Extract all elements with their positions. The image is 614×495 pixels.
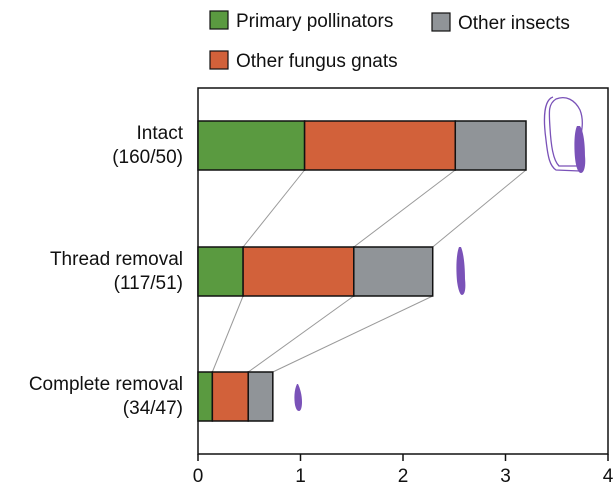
legend: Primary pollinators Other insects Other … (209, 10, 570, 72)
legend-item-other-insects: Other insects (431, 12, 570, 34)
x-tick-label-2: 2 (398, 466, 409, 487)
connector-line-intact-to-thread-removal-3 (432, 169, 527, 248)
legend-item-other-fungus-gnats: Other fungus gnats (209, 50, 398, 72)
bars (197, 120, 527, 422)
bar-intact-primary-pollinators (197, 120, 306, 171)
legend-swatch-other-insects (431, 12, 451, 32)
legend-swatch-primary-pollinators (209, 10, 229, 30)
connector-line-thread-removal-to-complete-removal-2 (247, 295, 355, 373)
legend-item-primary-pollinators: Primary pollinators (209, 10, 393, 32)
x-tick-label-3: 3 (500, 466, 511, 487)
category-label-complete-removal: Complete removal (29, 374, 183, 395)
bar-complete-removal-other-fungus-gnats (211, 371, 249, 422)
bar-intact-other-insects (454, 120, 527, 171)
bar-thread-removal-primary-pollinators (197, 246, 244, 297)
bar-thread-removal-other-fungus-gnats (242, 246, 355, 297)
connector-line-intact-to-thread-removal-1 (242, 169, 305, 248)
x-tick-label-0: 0 (193, 466, 204, 487)
flower-thread-removed-icon (294, 384, 302, 411)
bar-intact-other-fungus-gnats (303, 120, 457, 171)
legend-label-primary-pollinators: Primary pollinators (236, 11, 393, 32)
legend-swatch-other-fungus-gnats (209, 50, 229, 70)
category-counts-complete-removal: (34/47) (123, 398, 183, 419)
connector-line-thread-removal-to-complete-removal-3 (272, 295, 433, 373)
flower-thread-intact-icon (543, 96, 586, 173)
connector-line-thread-removal-to-complete-removal-1 (211, 295, 244, 373)
category-label-intact: Intact (137, 123, 184, 144)
connector-line-intact-to-thread-removal-2 (353, 169, 456, 248)
x-tick-label-1: 1 (295, 466, 306, 487)
category-label-thread-removal: Thread removal (50, 249, 183, 270)
x-tick-label-4: 4 (603, 466, 614, 487)
legend-label-other-fungus-gnats: Other fungus gnats (236, 51, 398, 72)
connector-lines (211, 169, 527, 373)
category-labels: Intact (160/50) Thread removal (117/51) … (29, 123, 184, 419)
flower-thread-partial-icon (456, 247, 466, 295)
legend-label-other-insects: Other insects (458, 13, 570, 34)
bar-thread-removal-other-insects (353, 246, 434, 297)
x-axis: 0 1 2 3 4 (193, 454, 614, 487)
category-counts-intact: (160/50) (112, 147, 183, 168)
bar-complete-removal-primary-pollinators (197, 371, 214, 422)
category-counts-thread-removal: (117/51) (114, 273, 183, 294)
bar-complete-removal-other-insects (247, 371, 274, 422)
